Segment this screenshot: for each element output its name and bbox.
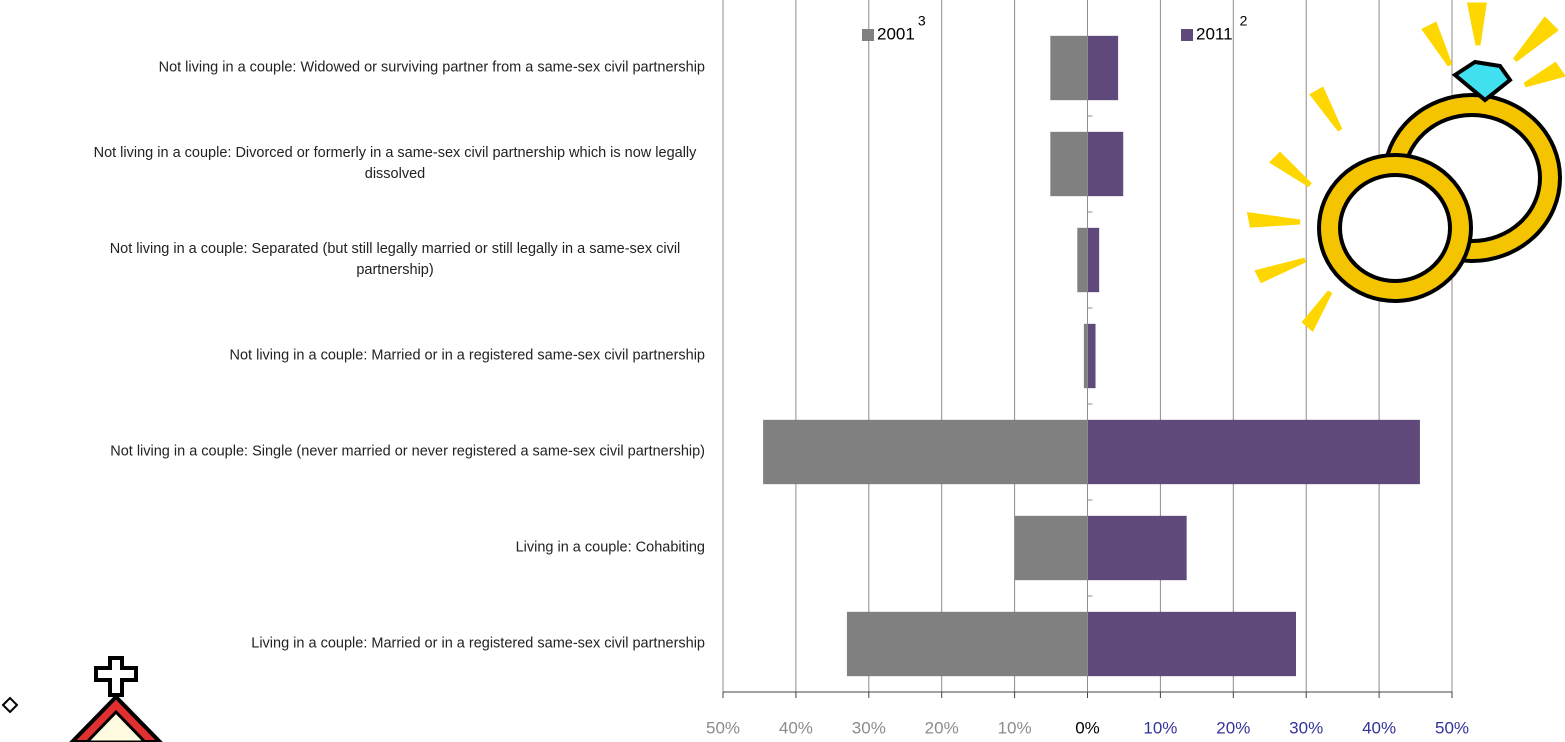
legend-label: 2011 bbox=[1196, 24, 1233, 43]
legend-label: 2001 bbox=[877, 24, 915, 43]
legend-footnote: 3 bbox=[918, 13, 926, 29]
bar bbox=[1087, 611, 1296, 677]
bar bbox=[1077, 227, 1088, 293]
x-tick-label: 30% bbox=[852, 718, 886, 737]
x-tick-label: 50% bbox=[706, 718, 740, 737]
bar bbox=[1087, 131, 1124, 197]
rings-clipart bbox=[1246, 2, 1565, 332]
bar bbox=[763, 419, 1088, 485]
bar bbox=[1087, 35, 1119, 101]
bar bbox=[1050, 35, 1088, 101]
category-label: Not living in a couple: Single (never ma… bbox=[110, 443, 705, 460]
bar bbox=[1050, 131, 1088, 197]
bar bbox=[1087, 419, 1420, 485]
bar bbox=[1083, 323, 1088, 389]
legend-swatch bbox=[1181, 29, 1193, 41]
bar bbox=[846, 611, 1088, 677]
x-tick-label: 50% bbox=[1435, 718, 1469, 737]
bar bbox=[1014, 515, 1088, 581]
category-label: Not living in a couple: Divorced or form… bbox=[93, 145, 697, 182]
x-tick-label: 10% bbox=[998, 718, 1032, 737]
x-tick-label: 20% bbox=[1216, 718, 1250, 737]
bar bbox=[1087, 323, 1096, 389]
x-tick-label: 0% bbox=[1075, 718, 1100, 737]
legend-footnote: 2 bbox=[1240, 13, 1248, 29]
x-tick-label: 10% bbox=[1143, 718, 1177, 737]
legend-swatch bbox=[862, 29, 874, 41]
category-label: Living in a couple: Married or in a regi… bbox=[251, 635, 705, 652]
category-label: Living in a couple: Cohabiting bbox=[515, 539, 705, 556]
category-label: Not living in a couple: Separated (but s… bbox=[109, 241, 681, 278]
x-tick-label: 20% bbox=[925, 718, 959, 737]
bar bbox=[1087, 515, 1187, 581]
church-clipart bbox=[1, 656, 163, 742]
x-tick-label: 40% bbox=[1362, 718, 1396, 737]
category-label: Not living in a couple: Widowed or survi… bbox=[158, 59, 705, 76]
category-label: Not living in a couple: Married or in a … bbox=[229, 347, 705, 364]
bar bbox=[1087, 227, 1100, 293]
x-tick-label: 30% bbox=[1289, 718, 1323, 737]
x-tick-label: 40% bbox=[779, 718, 813, 737]
